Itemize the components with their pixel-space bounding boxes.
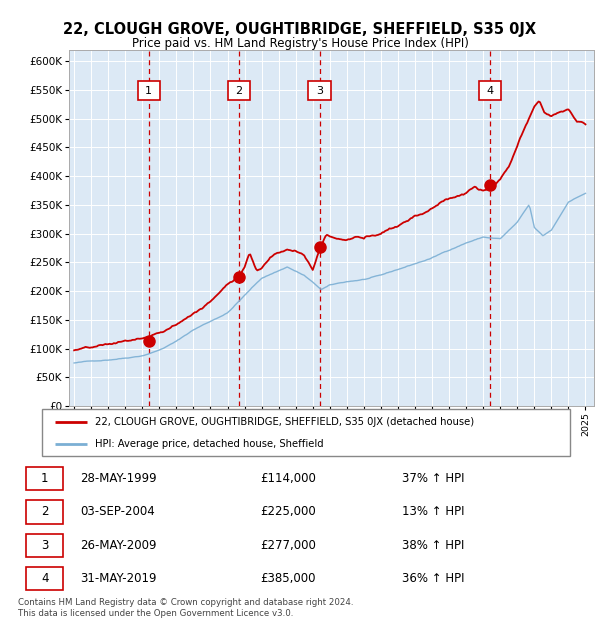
Text: 38% ↑ HPI: 38% ↑ HPI [401,539,464,552]
Text: 22, CLOUGH GROVE, OUGHTIBRIDGE, SHEFFIELD, S35 0JX (detached house): 22, CLOUGH GROVE, OUGHTIBRIDGE, SHEFFIEL… [95,417,474,427]
Text: £385,000: £385,000 [260,572,316,585]
Text: 2: 2 [235,86,242,95]
Bar [308,81,331,100]
Text: 3: 3 [41,539,49,552]
Text: 22, CLOUGH GROVE, OUGHTIBRIDGE, SHEFFIELD, S35 0JX: 22, CLOUGH GROVE, OUGHTIBRIDGE, SHEFFIEL… [64,22,536,37]
Text: 03-SEP-2004: 03-SEP-2004 [80,505,155,518]
Text: 13% ↑ HPI: 13% ↑ HPI [401,505,464,518]
Text: 4: 4 [487,86,494,95]
Text: 37% ↑ HPI: 37% ↑ HPI [401,472,464,485]
Text: Contains HM Land Registry data © Crown copyright and database right 2024.
This d: Contains HM Land Registry data © Crown c… [18,598,353,618]
Text: 1: 1 [41,472,49,485]
Bar [228,81,250,100]
FancyBboxPatch shape [26,467,63,490]
Text: £225,000: £225,000 [260,505,316,518]
Text: £114,000: £114,000 [260,472,316,485]
FancyBboxPatch shape [26,500,63,523]
Text: 1: 1 [145,86,152,95]
FancyBboxPatch shape [26,534,63,557]
Text: 3: 3 [316,86,323,95]
Text: 26-MAY-2009: 26-MAY-2009 [80,539,157,552]
Text: 36% ↑ HPI: 36% ↑ HPI [401,572,464,585]
Text: 31-MAY-2019: 31-MAY-2019 [80,572,157,585]
FancyBboxPatch shape [26,567,63,590]
Text: £277,000: £277,000 [260,539,316,552]
Bar [479,81,501,100]
Text: 4: 4 [41,572,49,585]
Text: HPI: Average price, detached house, Sheffield: HPI: Average price, detached house, Shef… [95,438,323,449]
Text: Price paid vs. HM Land Registry's House Price Index (HPI): Price paid vs. HM Land Registry's House … [131,37,469,50]
Text: 2: 2 [41,505,49,518]
FancyBboxPatch shape [42,409,570,456]
Bar [137,81,160,100]
Text: 28-MAY-1999: 28-MAY-1999 [80,472,157,485]
